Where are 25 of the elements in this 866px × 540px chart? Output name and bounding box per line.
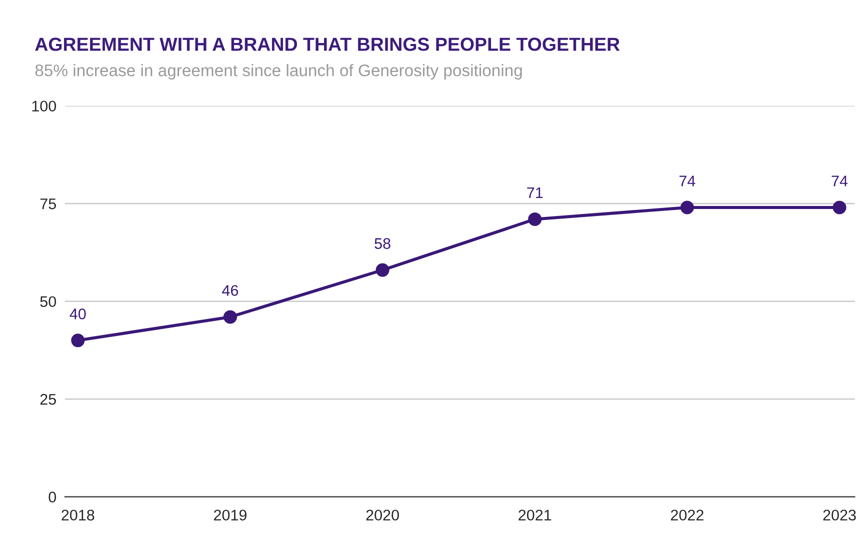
data-label: 74	[679, 176, 696, 186]
data-label: 58	[374, 238, 390, 249]
x-tick-label: 2023	[823, 510, 856, 521]
chart-title: AGREEMENT WITH A BRAND THAT BRINGS PEOPLE TOGETHER	[35, 38, 620, 51]
data-label: 46	[222, 285, 238, 296]
point	[528, 212, 542, 226]
y-tick-label: 50	[40, 296, 56, 308]
data-label: 74	[832, 176, 848, 186]
y-tick-label: 100	[32, 100, 56, 112]
x-tick-label: 2021	[518, 510, 552, 521]
point	[376, 263, 390, 277]
x-tick-label: 2018	[62, 510, 94, 521]
y-tick-label: 0	[48, 492, 56, 502]
point	[71, 334, 85, 348]
point	[832, 200, 846, 214]
point	[223, 310, 237, 324]
x-tick-label: 2020	[366, 510, 399, 521]
data-label: 40	[70, 308, 86, 320]
x-tick-label: 2019	[214, 510, 246, 521]
y-tick-label: 25	[40, 394, 56, 405]
y-tick-label: 75	[40, 198, 56, 210]
chart-subtitle: 85% increase in agreement since launch of Generosity positioning	[35, 64, 522, 80]
x-tick-label: 2022	[670, 510, 704, 521]
point	[680, 200, 694, 214]
data-label: 71	[527, 187, 543, 198]
